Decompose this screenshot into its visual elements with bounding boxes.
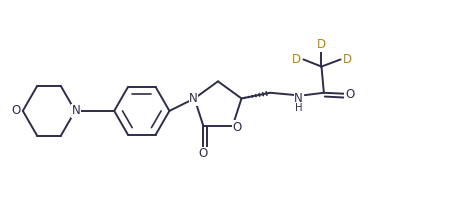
Text: D: D	[317, 38, 326, 51]
Text: D: D	[292, 53, 301, 66]
Text: O: O	[11, 104, 21, 117]
Text: D: D	[343, 53, 352, 66]
Text: O: O	[345, 88, 354, 101]
Text: O: O	[233, 121, 242, 134]
Text: N: N	[294, 92, 303, 105]
Text: H: H	[295, 103, 303, 113]
Text: O: O	[199, 147, 208, 160]
Text: N: N	[72, 104, 81, 117]
Text: N: N	[189, 92, 198, 105]
